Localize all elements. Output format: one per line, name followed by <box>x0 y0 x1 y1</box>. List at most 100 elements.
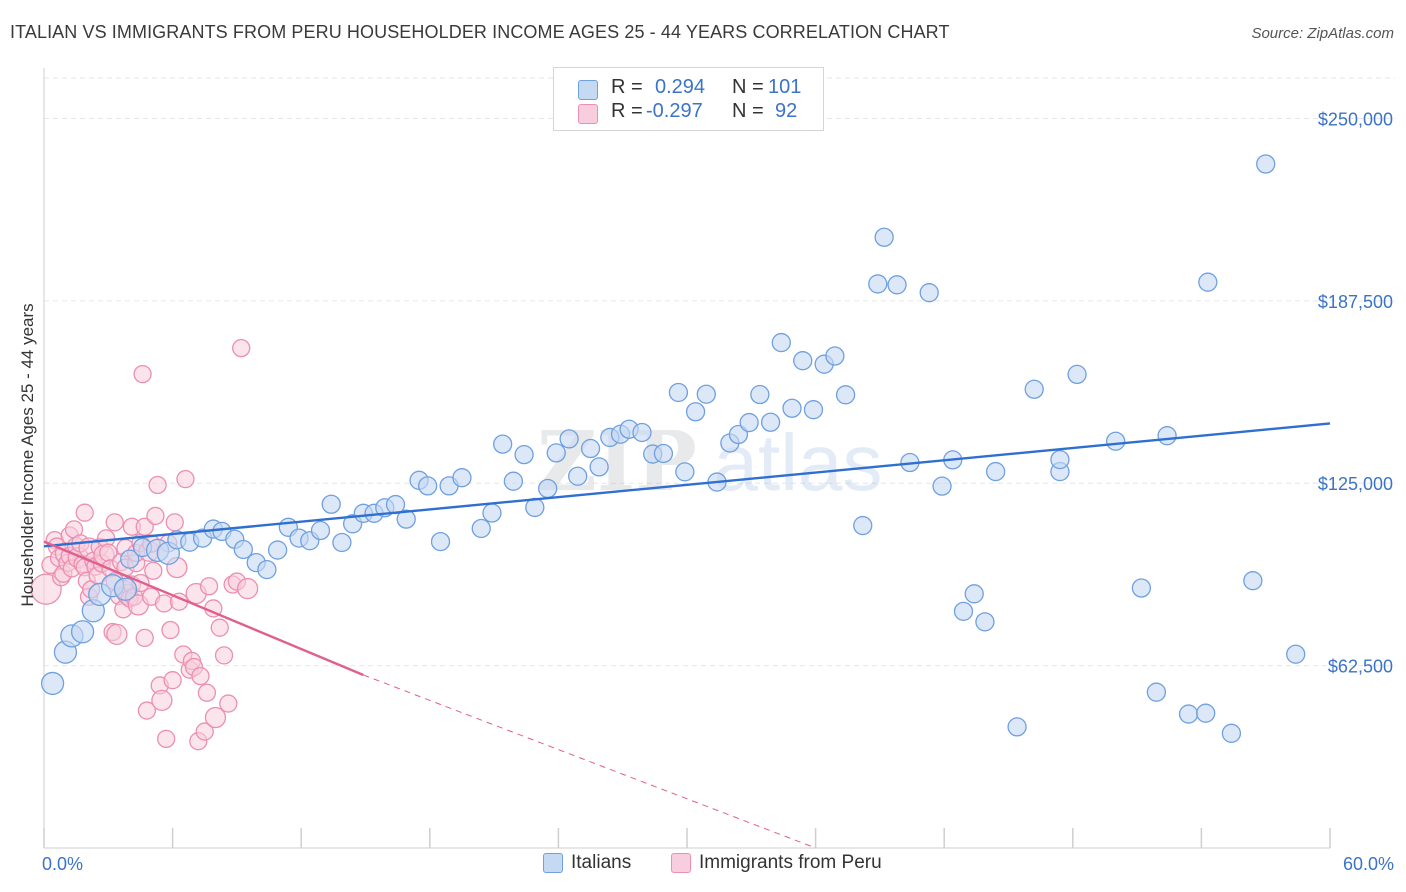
italian-point <box>632 422 652 443</box>
axes <box>43 68 1331 849</box>
legend-r-value: 0.294 <box>655 76 706 98</box>
italian-point <box>696 384 716 404</box>
legend-r-label: R = <box>611 100 643 122</box>
italian-point <box>782 398 802 418</box>
italian-point <box>771 332 791 353</box>
italian-point <box>685 402 706 422</box>
legend-n-value: 92 <box>775 100 798 122</box>
italian-point <box>580 438 601 459</box>
italian-point <box>760 412 781 432</box>
italian-point <box>874 227 894 247</box>
italian-point <box>932 476 952 496</box>
italian-point <box>482 503 502 523</box>
italian-point <box>321 494 341 514</box>
peru-point <box>214 646 234 665</box>
peru-point <box>75 503 94 522</box>
italian-point <box>1286 644 1306 664</box>
italian-point <box>113 577 138 601</box>
legend-r-value: -0.297 <box>646 100 703 122</box>
italian-point <box>668 382 689 403</box>
italian-point <box>750 384 770 405</box>
italian-point <box>503 471 524 491</box>
italian-point <box>953 601 974 621</box>
italian-point <box>471 518 491 539</box>
italian-point <box>546 443 566 463</box>
italian-point <box>452 468 472 488</box>
italian-point <box>1256 154 1276 174</box>
legend-swatch-pink <box>578 104 598 124</box>
gridlines <box>44 77 1395 667</box>
italian-point <box>1243 571 1263 591</box>
peru-trend-extension <box>363 674 816 849</box>
peru-point <box>137 701 157 720</box>
italian-point <box>1050 449 1070 470</box>
italian-point <box>1146 682 1167 702</box>
italian-point <box>1131 578 1152 598</box>
peru-point <box>197 683 217 702</box>
italian-point <box>120 549 140 569</box>
peru-point <box>163 671 182 690</box>
peru-point <box>133 364 152 384</box>
italian-point <box>1106 431 1126 451</box>
italian-points <box>40 154 1306 743</box>
italian-point <box>793 351 813 371</box>
italian-point <box>257 559 277 580</box>
italian-point <box>868 274 888 294</box>
legend-r-label: R = <box>611 76 643 98</box>
peru-point <box>106 623 128 646</box>
legend-n-label: N = <box>732 76 764 98</box>
italian-point <box>887 275 907 295</box>
italian-point <box>739 412 759 433</box>
italian-point <box>332 532 352 553</box>
peru-point <box>232 338 251 358</box>
italian-point <box>853 515 873 536</box>
peru-point <box>144 561 163 580</box>
chart-title: ITALIAN VS IMMIGRANTS FROM PERU HOUSEHOL… <box>10 22 950 42</box>
peru-point <box>236 577 259 600</box>
y-tick-label: $125,000 <box>1318 474 1393 494</box>
italian-point <box>493 434 513 454</box>
source-label: Source: ZipAtlas.com <box>1251 25 1394 42</box>
italian-point <box>1221 723 1242 743</box>
legend-row-peru: R = -0.297 N = 92 <box>554 100 823 126</box>
italian-point <box>964 584 984 604</box>
legend-n-label: N = <box>732 100 764 122</box>
peru-point <box>219 694 238 713</box>
peru-point <box>148 475 167 495</box>
legend-swatch-blue <box>543 853 563 873</box>
peru-point <box>135 628 154 648</box>
y-axis-label: Householder Income Ages 25 - 44 years <box>18 303 37 606</box>
italian-point <box>514 444 534 465</box>
italian-point <box>430 531 451 552</box>
legend-n-value: 101 <box>768 76 802 98</box>
peru-point <box>195 722 214 741</box>
italian-trend-line <box>43 422 1331 548</box>
italian-point <box>1178 704 1199 724</box>
italian-point <box>310 520 331 541</box>
peru-point <box>146 506 165 526</box>
correlation-legend: R = 0.294 N = 101 R = -0.297 N = 92 <box>553 67 824 131</box>
italian-point <box>975 612 995 632</box>
peru-point <box>135 517 154 536</box>
italian-point <box>568 466 588 486</box>
peru-point <box>210 618 229 637</box>
italian-point <box>1196 703 1216 723</box>
peru-point <box>154 594 174 613</box>
x-tick-label-max: 60.0% <box>1343 854 1394 874</box>
italian-point <box>919 283 939 303</box>
italian-point <box>1024 379 1044 399</box>
peru-point <box>105 513 124 532</box>
italian-point <box>418 476 438 496</box>
peru-point <box>165 513 184 532</box>
legend-label-italians: Italians <box>571 852 632 873</box>
italian-point <box>40 671 65 696</box>
legend-label-peru: Immigrants from Peru <box>699 852 882 873</box>
peru-point <box>176 470 195 489</box>
trend-lines <box>43 422 1331 849</box>
y-tick-label: $250,000 <box>1318 109 1393 129</box>
peru-point <box>204 706 227 729</box>
italian-point <box>653 443 674 464</box>
legend-swatch-pink <box>671 853 691 873</box>
italian-point <box>1198 272 1218 292</box>
